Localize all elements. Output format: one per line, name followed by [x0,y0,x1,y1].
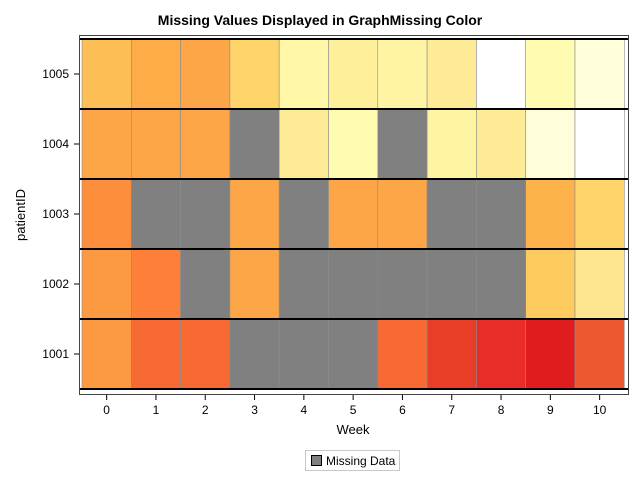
heatmap-cell [574,108,625,180]
heatmap-cell [476,318,526,390]
heatmap-cell-missing [180,248,231,320]
heatmap-cell [525,318,576,390]
chart-title: Missing Values Displayed in GraphMissing… [158,12,483,28]
x-axis-label: Week [337,422,370,437]
heatmap-cell-missing [426,178,477,250]
heatmap-cell-missing [278,178,329,250]
heatmap-cell [81,248,132,320]
x-tick-label: 8 [498,403,505,417]
heatmap-cell [426,108,477,180]
heatmap-cell [525,178,576,250]
heatmap-cell [328,178,379,250]
axis-ticks: 0 1 2 3 4 5 6 7 8 9 10 1005 1004 1003 1002 1001 [42,67,606,417]
heatmap-cell [377,178,428,250]
y-tick-label: 1002 [42,277,69,291]
heatmap-cell [525,38,576,110]
heatmap-cell [328,108,379,180]
legend: Missing Data [305,450,400,471]
heatmap-cell-missing [278,318,329,390]
heatmap-cells [81,38,625,390]
heatmap-cell [81,38,132,110]
heatmap-cell [328,38,379,110]
heatmap-cell [180,38,231,110]
x-tick-label: 5 [350,403,357,417]
x-tick-label: 0 [103,403,110,417]
heatmap-cell [426,318,477,390]
x-tick-label: 2 [202,403,209,417]
heatmap-cell [131,248,181,320]
heatmap-cell [377,318,428,390]
heatmap-cell-missing [426,248,477,320]
heatmap-cell-missing [476,178,526,250]
x-tick-label: 1 [153,403,160,417]
heatmap-cell [525,108,576,180]
heatmap-cell-missing [377,108,428,180]
heatmap-cell [229,178,280,250]
heatmap-cell [81,178,132,250]
heatmap-cell [574,318,625,390]
x-tick-label: 3 [251,403,258,417]
heatmap-cell [131,318,181,390]
heatmap-cell-missing [278,248,329,320]
y-tick-label: 1005 [42,67,69,81]
heatmap-cell [476,38,526,110]
y-axis-label: patientID [13,189,28,241]
heatmap-cell-missing [131,178,181,250]
plot-frame [79,35,629,395]
heatmap-cell [131,108,181,180]
heatmap-cell [525,248,576,320]
heatmap-cell-missing [180,178,231,250]
heatmap-cell [377,38,428,110]
heatmap-cell [574,178,625,250]
heatmap-cell-missing [476,248,526,320]
legend-swatch-missing [311,455,322,466]
x-tick-label: 10 [593,403,607,417]
heatmap-cell-missing [328,248,379,320]
y-tick-label: 1001 [42,347,69,361]
heatmap-cell-missing [377,248,428,320]
heatmap-cell [229,248,280,320]
heatmap-cell [180,108,231,180]
legend-box [305,450,400,471]
heatmap-cell [229,38,280,110]
heatmap-cell [278,108,329,180]
heatmap-cell [574,38,625,110]
x-tick-label: 9 [547,403,554,417]
row-separators [80,38,628,390]
heatmap-cell-missing [229,318,280,390]
x-tick-label: 4 [301,403,308,417]
heatmap-cell-missing [229,108,280,180]
heatmap-cell-missing [328,318,379,390]
heatmap-cell [180,318,231,390]
heatmap-cell [81,108,132,180]
legend-label-missing: Missing Data [326,454,396,468]
heatmap-cell [131,38,181,110]
heatmap-cell [426,38,477,110]
x-tick-label: 7 [448,403,455,417]
y-tick-label: 1004 [42,137,69,151]
heatmap-cell [574,248,625,320]
y-tick-label: 1003 [42,207,69,221]
heatmap-cell [278,38,329,110]
heatmap-cell [476,108,526,180]
heatmap-cell [81,318,132,390]
x-tick-label: 6 [399,403,406,417]
